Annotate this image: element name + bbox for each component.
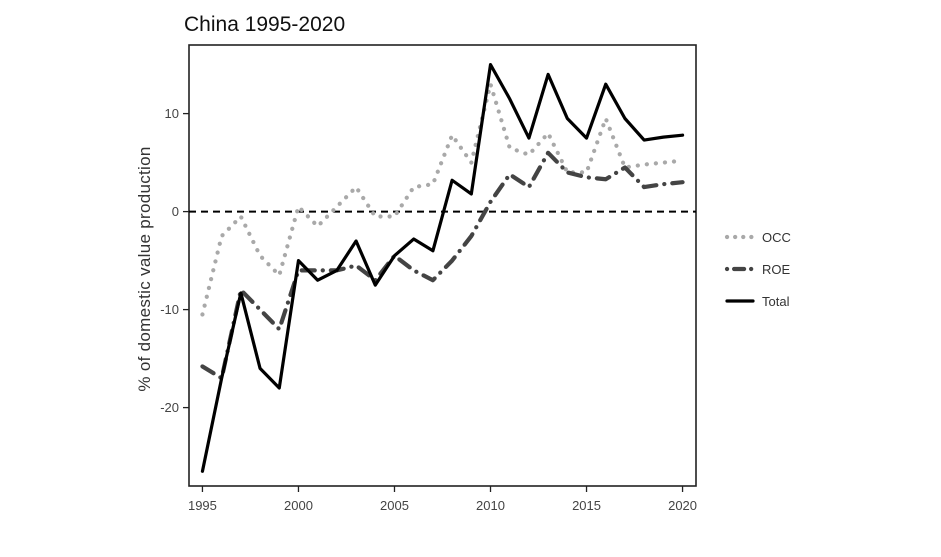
plot-layer: 1995 2000 2005 2010 2015 2020 -20 -10 0 10 <box>160 62 697 513</box>
series-line-roe <box>200 150 685 381</box>
y-tick-label: -20 <box>160 400 179 415</box>
chart-title: China 1995-2020 <box>184 13 345 36</box>
legend-label-occ: OCC <box>762 230 791 245</box>
y-tick-label: -10 <box>160 302 179 317</box>
series-line-occ <box>200 82 685 317</box>
x-tick-label: 1995 <box>188 498 217 513</box>
series-line-total <box>200 62 685 473</box>
x-tick-label: 2010 <box>476 498 505 513</box>
y-axis-title: % of domestic value production <box>135 146 154 391</box>
legend: OCC ROE Total <box>724 230 791 309</box>
x-tick-label: 2000 <box>284 498 313 513</box>
y-tick-label: 0 <box>172 204 179 219</box>
legend-label-roe: ROE <box>762 262 791 277</box>
x-tick-label: 2020 <box>668 498 697 513</box>
y-tick-label: 10 <box>165 106 179 121</box>
plot-frame <box>188 44 697 487</box>
x-tick-label: 2015 <box>572 498 601 513</box>
x-tick-label: 2005 <box>380 498 409 513</box>
legend-label-total: Total <box>762 294 790 309</box>
